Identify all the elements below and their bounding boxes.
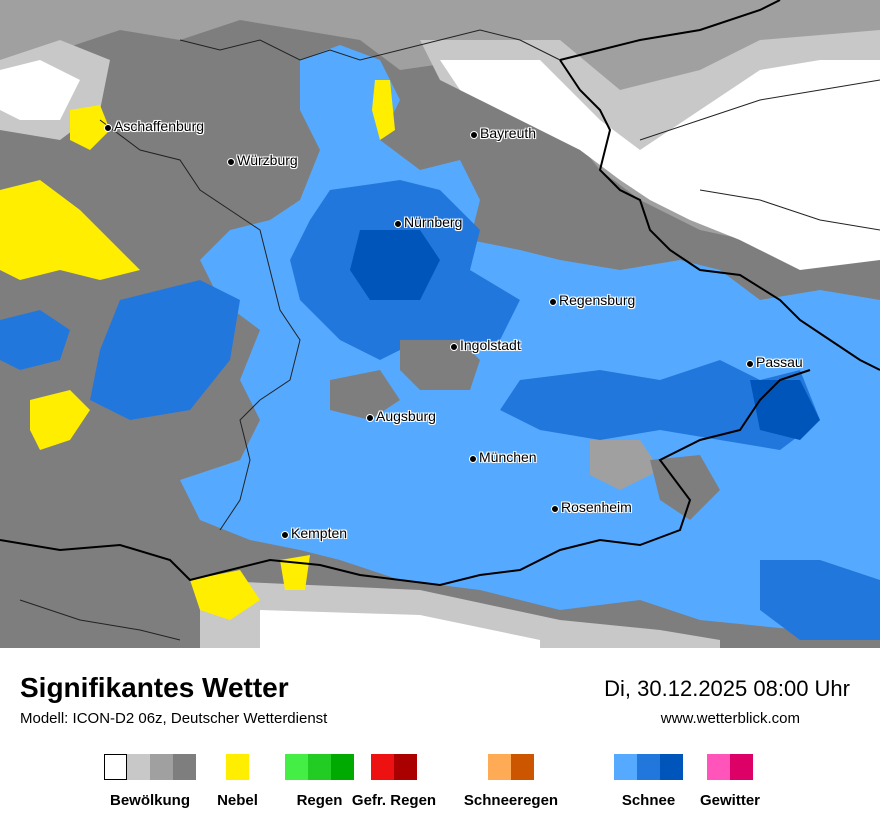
map-title: Signifikantes Wetter [20,672,289,703]
snow-medium-area-east [500,360,820,450]
fog-southwest [30,390,90,450]
snow-medium-area-far-west [0,310,70,370]
website-link[interactable]: www.wetterblick.com [660,710,800,727]
border-state-north [179,29,561,61]
legend-label: Bewölkung [109,792,191,809]
weather-map-svg [0,0,880,648]
legend-swatch [331,754,354,780]
legend-swatches [285,754,354,780]
city-label: Rosenheim [561,499,632,515]
border-czech [559,59,880,371]
city-marker [281,531,289,539]
legend-group: Nebel [217,754,258,809]
city-marker [104,124,112,132]
clear-sky-south [260,610,540,648]
legend-swatch [707,754,730,780]
clear-sky-northeast [440,60,880,270]
border-state-west [99,119,301,531]
cloud-pocket-ingolstadt [400,340,480,390]
border-north [559,0,781,61]
legend-swatches [614,754,683,780]
snow-heavy-area-central [350,230,440,300]
snow-medium-area-west [90,280,240,420]
model-subtitle: Modell: ICON-D2 06z, Deutscher Wetterdie… [20,710,328,727]
legend-label: Schnee [621,792,676,809]
legend-swatch [308,754,331,780]
city-marker [470,131,478,139]
fog-south [190,570,260,620]
legend-group: Schneeregen [464,754,558,809]
city-marker [746,360,754,368]
legend-swatches [371,754,417,780]
cloud-pocket-augsburg [330,370,400,420]
city-marker [450,343,458,351]
legend-label: Gewitter [699,792,761,809]
city-label: Nürnberg [404,214,463,230]
border-south-inner [19,599,181,641]
legend-swatch [285,754,308,780]
legend-group: Gewitter [700,754,760,809]
legend-swatch [371,754,394,780]
cloud-pocket-south [590,440,660,490]
city-marker [549,298,557,306]
legend-swatch [127,754,150,780]
city-marker [366,414,374,422]
legend-swatches [226,754,249,780]
city-label: Ingolstadt [460,337,521,353]
city-label: Augsburg [376,408,436,424]
city-marker [551,505,559,513]
legend-swatch [637,754,660,780]
legend-swatch [660,754,683,780]
legend-swatches [488,754,534,780]
legend-group: Bewölkung [104,754,196,809]
legend-swatches [707,754,753,780]
fog-west [0,180,140,280]
legend-swatch [730,754,753,780]
clear-sky-northwest [0,60,80,120]
city-marker [469,455,477,463]
legend-label: Nebel [217,792,258,809]
legend-swatch [511,754,534,780]
legend-label: Regen [296,792,343,809]
legend-swatch [394,754,417,780]
footer: Signifikantes Wetter Modell: ICON-D2 06z… [0,648,880,830]
city-label: München [479,449,537,465]
legend-group: Regen [285,754,354,809]
weather-map: Aschaffenburg Würzburg Bayreuth Nürnberg Reg… [0,0,880,648]
city-label: Würzburg [237,152,298,168]
fog-kempten [280,555,310,590]
legend-group: Gefr. Regen [352,754,436,809]
fog-aschaffenburg [70,105,110,150]
border-austria [0,369,811,587]
city-label: Bayreuth [480,125,537,141]
legend-label: Schneeregen [463,792,559,809]
legend-group: Schnee [614,754,683,809]
legend-swatch [226,754,249,780]
city-marker [227,158,235,166]
legend-swatch [104,754,127,780]
legend-label: Gefr. Regen [351,792,437,809]
forecast-datetime: Di, 30.12.2025 08:00 Uhr [604,676,850,701]
city-label: Regensburg [559,292,636,308]
legend-swatch [488,754,511,780]
border-czech-inner [639,79,880,141]
legend-swatch [173,754,196,780]
city-label: Aschaffenburg [114,118,205,134]
snow-medium-area-southeast [760,560,880,640]
city-label: Kempten [291,525,348,541]
city-marker [394,220,402,228]
legend-swatch [150,754,173,780]
legend-swatch [614,754,637,780]
snow-heavy-area [750,380,820,440]
border-czech-inner-2 [699,189,880,231]
city-label: Passau [756,354,803,370]
fog-north [372,80,395,140]
legend-swatches [104,754,196,780]
